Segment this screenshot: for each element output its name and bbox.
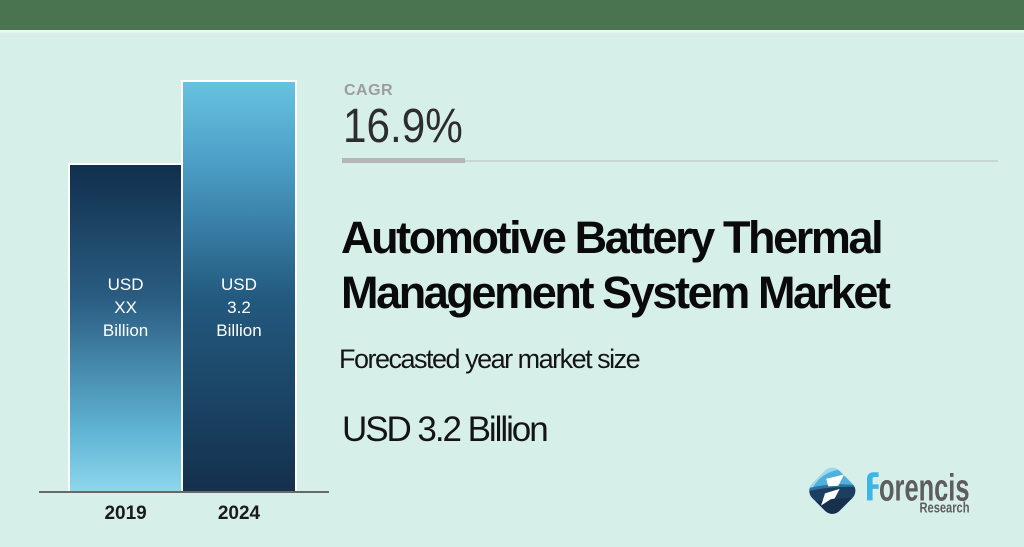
svg-text:Research: Research xyxy=(920,501,970,517)
svg-text:orencis: orencis xyxy=(879,467,970,509)
